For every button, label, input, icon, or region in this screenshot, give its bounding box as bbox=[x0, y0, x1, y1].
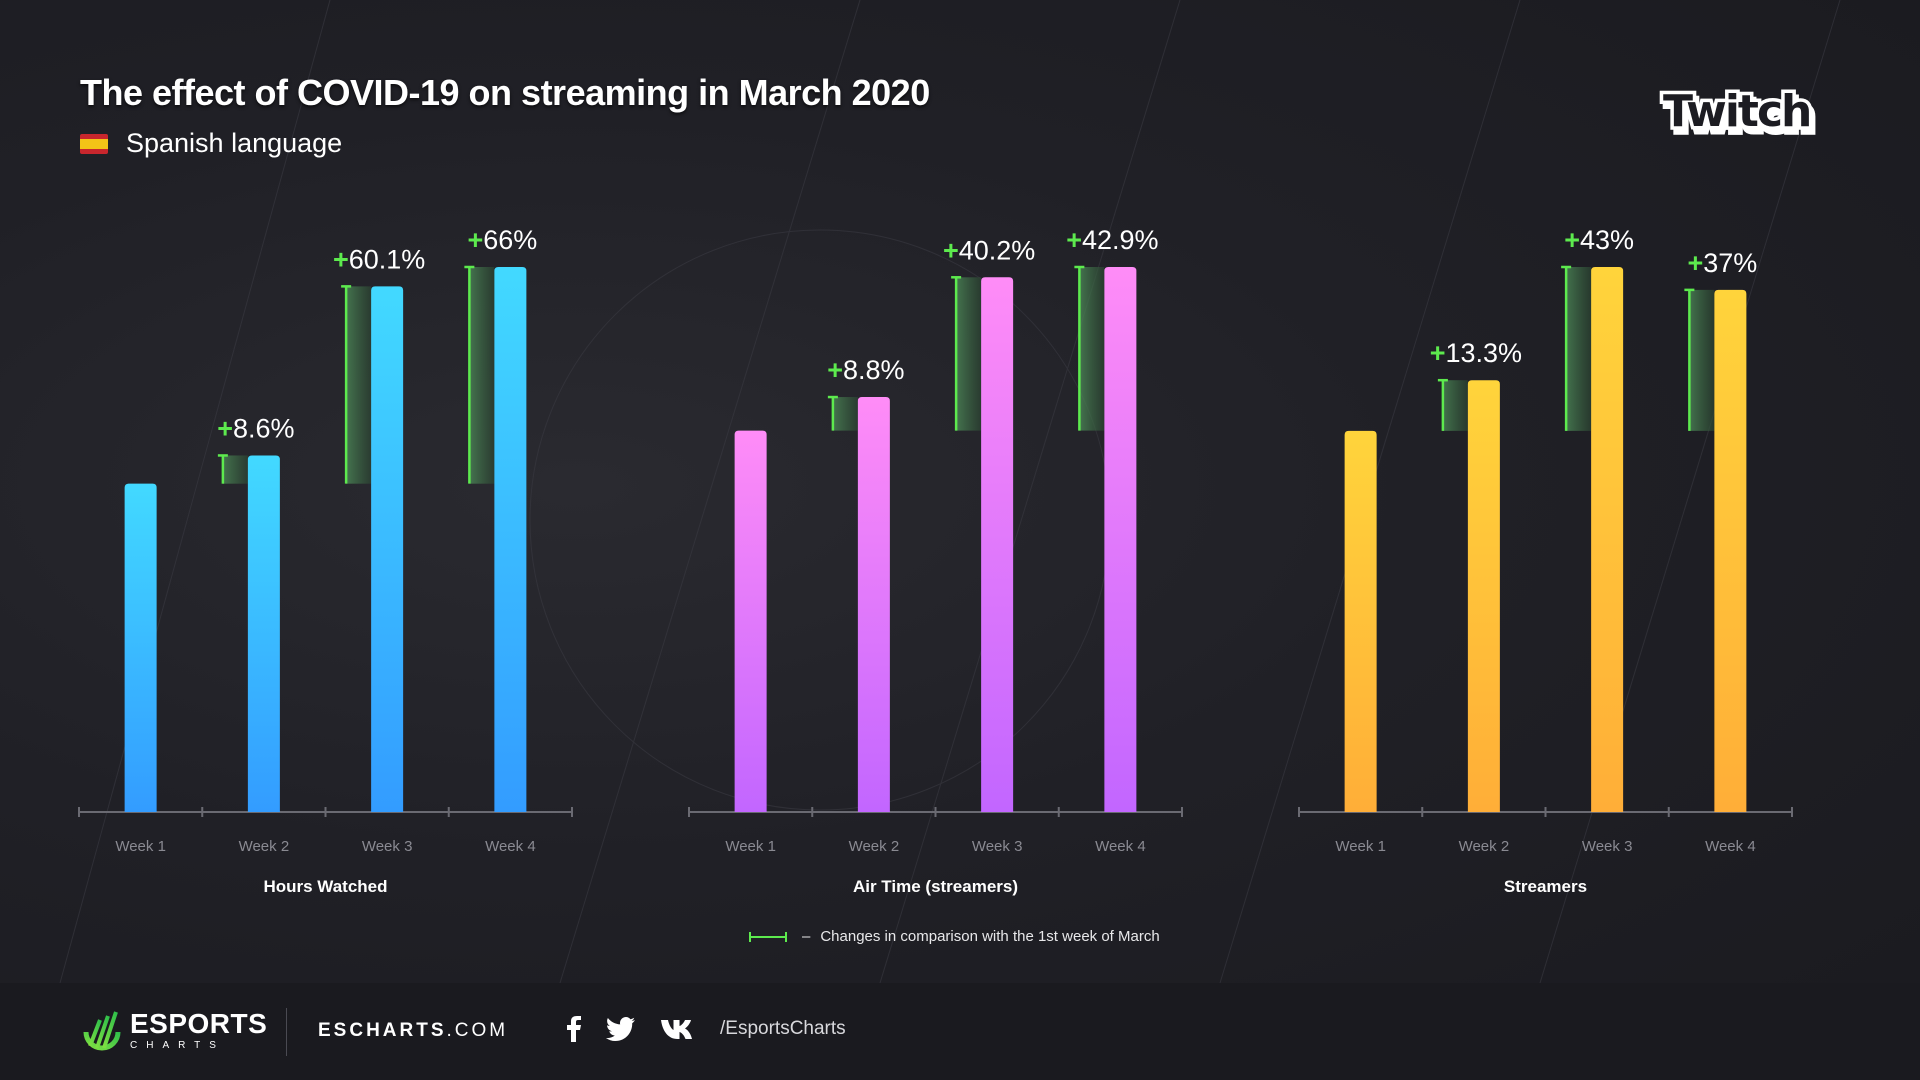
change-shade bbox=[222, 455, 248, 484]
bar-week-4 bbox=[1104, 267, 1137, 812]
change-label: +66% bbox=[467, 225, 537, 255]
legend: – Changes in comparison with the 1st wee… bbox=[748, 928, 1160, 945]
change-label-plus: + bbox=[943, 235, 959, 265]
logo-main-text: ESPORTS bbox=[130, 1008, 268, 1039]
x-tick-label: Week 2 bbox=[1459, 838, 1510, 855]
x-tick-label: Week 3 bbox=[972, 838, 1023, 855]
change-label-value: 40.2% bbox=[959, 235, 1036, 265]
social-links: /EsportsCharts bbox=[566, 1016, 846, 1042]
chart-title: Hours Watched bbox=[263, 877, 387, 896]
x-tick-label: Week 4 bbox=[1095, 838, 1146, 855]
bar-week-2 bbox=[247, 455, 280, 812]
chart-title: Air Time (streamers) bbox=[853, 877, 1018, 896]
esports-charts-logo-icon bbox=[83, 1011, 121, 1051]
change-label-plus: + bbox=[217, 413, 233, 443]
bar-week-2 bbox=[1467, 380, 1500, 812]
change-label-plus: + bbox=[1687, 248, 1703, 278]
charts-area: Week 1 +8.6% Week 2 +60.1% Week 3 +66% Week 4 H… bbox=[78, 225, 1793, 896]
change-label-value: 8.8% bbox=[843, 355, 905, 385]
change-label-value: 13.3% bbox=[1445, 338, 1522, 368]
change-shade bbox=[469, 267, 495, 484]
change-label-plus: + bbox=[1564, 225, 1580, 255]
spain-flag-icon bbox=[80, 133, 108, 154]
x-tick-label: Week 1 bbox=[115, 838, 166, 855]
change-marker-legend-icon bbox=[749, 931, 787, 942]
subtitle: Spanish language bbox=[80, 128, 342, 159]
change-label: +60.1% bbox=[333, 244, 425, 274]
bar-week-1 bbox=[734, 430, 767, 812]
change-label: +13.3% bbox=[1430, 338, 1522, 368]
facebook-icon[interactable] bbox=[566, 1016, 582, 1042]
change-shade bbox=[1079, 267, 1105, 431]
vk-icon[interactable] bbox=[660, 1019, 696, 1039]
footer-divider bbox=[286, 1008, 287, 1056]
twitter-icon[interactable] bbox=[606, 1017, 636, 1041]
legend-text: Changes in comparison with the 1st week … bbox=[820, 928, 1160, 945]
bar-week-4 bbox=[494, 267, 527, 812]
x-tick-label: Week 3 bbox=[362, 838, 413, 855]
change-label-plus: + bbox=[1066, 225, 1082, 255]
bar-week-3 bbox=[371, 286, 404, 812]
bar-week-3 bbox=[1591, 267, 1624, 812]
x-tick-label: Week 4 bbox=[485, 838, 536, 855]
bar-week-2 bbox=[857, 397, 890, 812]
change-label: +40.2% bbox=[943, 235, 1035, 265]
website-name: ESCHARTS bbox=[318, 1020, 447, 1041]
bar-week-4 bbox=[1714, 289, 1747, 812]
logo-sub-text: CHARTS bbox=[130, 1040, 225, 1051]
change-label-value: 43% bbox=[1580, 225, 1634, 255]
chart-title: Streamers bbox=[1504, 877, 1587, 896]
legend-separator: – bbox=[802, 928, 811, 945]
change-label: +42.9% bbox=[1066, 225, 1158, 255]
twitch-logo-text: Twitch bbox=[1663, 86, 1810, 137]
x-tick-label: Week 1 bbox=[1335, 838, 1386, 855]
change-shade bbox=[832, 397, 858, 431]
x-tick-label: Week 2 bbox=[239, 838, 290, 855]
change-shade bbox=[1689, 289, 1715, 431]
change-label-plus: + bbox=[467, 225, 483, 255]
change-label-value: 66% bbox=[483, 225, 537, 255]
twitch-logo-icon: Twitch bbox=[1660, 83, 1816, 141]
page-title: The effect of COVID-19 on streaming in M… bbox=[80, 72, 930, 113]
change-shade bbox=[956, 277, 982, 431]
change-label: +43% bbox=[1564, 225, 1634, 255]
subtitle-text: Spanish language bbox=[126, 128, 343, 158]
change-label: +37% bbox=[1687, 248, 1757, 278]
change-label-plus: + bbox=[827, 355, 843, 385]
change-label: +8.6% bbox=[217, 413, 294, 443]
change-label-value: 8.6% bbox=[233, 413, 295, 443]
change-label-plus: + bbox=[1430, 338, 1446, 368]
esports-charts-logo[interactable]: ESPORTS CHARTS bbox=[80, 1010, 267, 1054]
change-shade bbox=[346, 286, 372, 484]
bar-week-1 bbox=[1344, 430, 1377, 812]
change-label-value: 42.9% bbox=[1082, 225, 1159, 255]
change-shade bbox=[1566, 267, 1592, 431]
change-label-value: 60.1% bbox=[349, 244, 426, 274]
change-shade bbox=[1442, 380, 1468, 431]
change-label-plus: + bbox=[333, 244, 349, 274]
website-tld: .COM bbox=[446, 1020, 509, 1041]
bar-week-3 bbox=[981, 277, 1014, 812]
x-tick-label: Week 2 bbox=[849, 838, 900, 855]
x-tick-label: Week 3 bbox=[1582, 838, 1633, 855]
website-link[interactable]: ESCHARTS.COM bbox=[318, 1020, 508, 1042]
bar-week-1 bbox=[124, 483, 157, 812]
change-label-value: 37% bbox=[1703, 248, 1757, 278]
x-tick-label: Week 4 bbox=[1705, 838, 1756, 855]
footer bbox=[0, 983, 1920, 1080]
social-handle[interactable]: /EsportsCharts bbox=[720, 1018, 846, 1039]
change-label: +8.8% bbox=[827, 355, 904, 385]
x-tick-label: Week 1 bbox=[725, 838, 776, 855]
